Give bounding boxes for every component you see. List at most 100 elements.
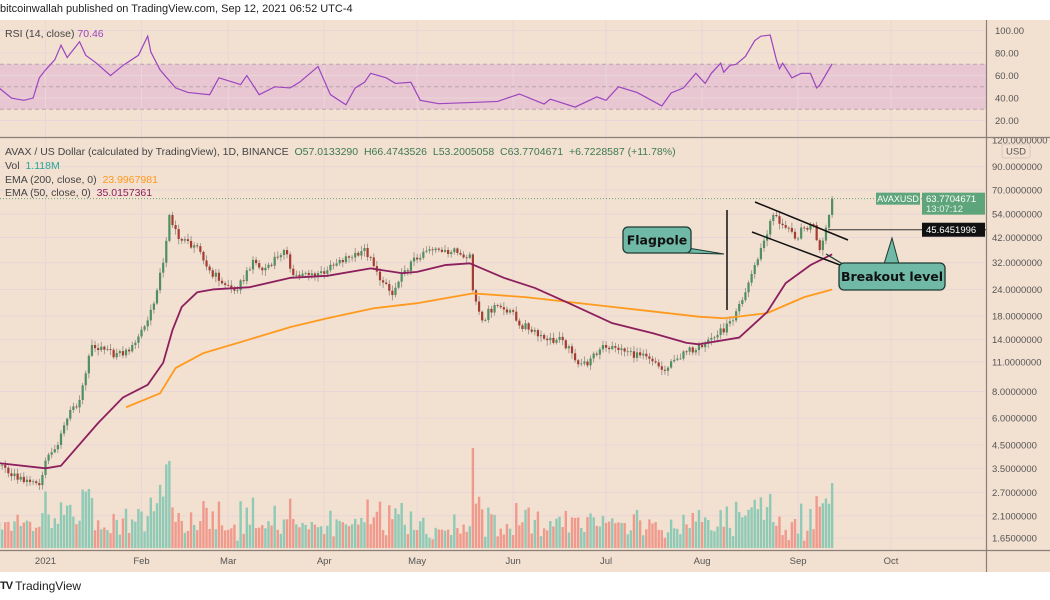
candle-up xyxy=(688,347,691,352)
volume-bar xyxy=(431,539,434,548)
volume-bar xyxy=(16,514,19,548)
volume-bar xyxy=(53,518,56,548)
candle-up xyxy=(666,367,670,371)
candle-up xyxy=(762,240,766,249)
volume-bar xyxy=(425,533,428,548)
candle-down xyxy=(654,361,657,363)
candle-up xyxy=(335,263,338,266)
volume-bar xyxy=(821,503,825,548)
candle-down xyxy=(220,280,224,284)
candle-up xyxy=(728,321,732,324)
volume-bar xyxy=(511,535,515,548)
volume-bar xyxy=(493,514,496,548)
volume-bar xyxy=(768,493,772,548)
candle-down xyxy=(227,284,230,286)
volume-bar xyxy=(710,530,713,548)
candle-down xyxy=(608,347,611,350)
volume-bar xyxy=(115,519,118,548)
volume-bar xyxy=(806,530,809,548)
candle-down xyxy=(224,283,227,285)
candle-up xyxy=(493,305,496,313)
x-tick-label: Jun xyxy=(505,556,520,567)
candle-up xyxy=(304,272,307,274)
volume-bar xyxy=(809,508,812,548)
candle-up xyxy=(158,272,162,291)
volume-bar xyxy=(567,532,571,548)
volume-bar xyxy=(428,537,431,548)
price-tick-label: 3.5000000 xyxy=(992,464,1037,475)
volume-bar xyxy=(388,505,391,548)
candle-down xyxy=(289,254,292,269)
volume-bar xyxy=(140,511,143,548)
candle-down xyxy=(784,225,787,228)
candle-down xyxy=(440,249,444,252)
candle-up xyxy=(821,240,824,251)
volume-bar xyxy=(288,498,292,548)
price-tick-label: 70.0000000 xyxy=(992,186,1042,197)
volume-label[interactable]: Vol xyxy=(5,160,20,172)
candle-up xyxy=(831,198,834,215)
volume-bar xyxy=(319,526,323,548)
candle-up xyxy=(824,227,828,241)
ema50-label[interactable]: EMA (50, close, 0) xyxy=(5,187,91,199)
candle-up xyxy=(251,259,255,270)
candle-down xyxy=(648,356,651,359)
candle-up xyxy=(162,262,165,273)
symbol-name[interactable]: AVAX / US Dollar (calculated by TradingV… xyxy=(5,146,289,158)
volume-bar xyxy=(202,501,205,548)
candle-down xyxy=(447,250,450,254)
candle-up xyxy=(279,255,282,258)
chart-background xyxy=(0,20,1050,572)
candle-up xyxy=(524,323,527,330)
volume-bar xyxy=(205,507,208,548)
volume-bar xyxy=(521,522,524,548)
breakout-callout xyxy=(838,262,946,291)
volume-bar xyxy=(691,512,694,548)
volume-bar xyxy=(434,527,437,548)
candle-up xyxy=(400,272,403,282)
candle-down xyxy=(242,280,245,282)
volume-bar xyxy=(87,488,91,548)
volume-bar xyxy=(604,522,608,548)
candle-down xyxy=(341,260,344,263)
volume-bar xyxy=(796,533,800,548)
candle-up xyxy=(115,353,118,358)
candle-down xyxy=(691,347,694,353)
volume-bar xyxy=(611,518,614,548)
footer-brand[interactable]: TV TradingView xyxy=(0,579,81,593)
candle-up xyxy=(310,273,313,276)
volume-bar xyxy=(790,522,794,548)
candle-down xyxy=(7,467,10,474)
candle-down xyxy=(462,254,465,258)
candle-up xyxy=(134,342,137,345)
volume-bar xyxy=(384,535,388,548)
candle-down xyxy=(645,353,648,357)
volume-bar xyxy=(703,517,707,548)
volume-bar xyxy=(694,521,698,548)
volume-bar xyxy=(462,524,465,548)
candle-up xyxy=(626,351,629,353)
candle-down xyxy=(490,308,493,313)
volume-bar xyxy=(38,526,41,548)
volume-bar xyxy=(124,508,128,548)
candle-down xyxy=(22,476,25,483)
volume-bar xyxy=(635,510,639,548)
volume-bar xyxy=(90,497,94,548)
volume-bar xyxy=(728,527,732,548)
volume-bar xyxy=(366,499,369,548)
volume-bar xyxy=(663,537,667,548)
candle-up xyxy=(344,256,348,263)
candle-down xyxy=(385,282,388,284)
volume-bar xyxy=(803,540,806,548)
candle-down xyxy=(357,252,360,256)
ema200-label[interactable]: EMA (200, close, 0) xyxy=(5,174,97,186)
candle-up xyxy=(642,353,645,356)
volume-bar xyxy=(716,526,719,548)
candle-down xyxy=(254,259,258,264)
candle-up xyxy=(50,452,53,455)
x-tick-label: Apr xyxy=(317,556,332,567)
volume-bar xyxy=(505,524,509,548)
candle-up xyxy=(422,251,425,258)
last-price-tag xyxy=(922,192,985,215)
